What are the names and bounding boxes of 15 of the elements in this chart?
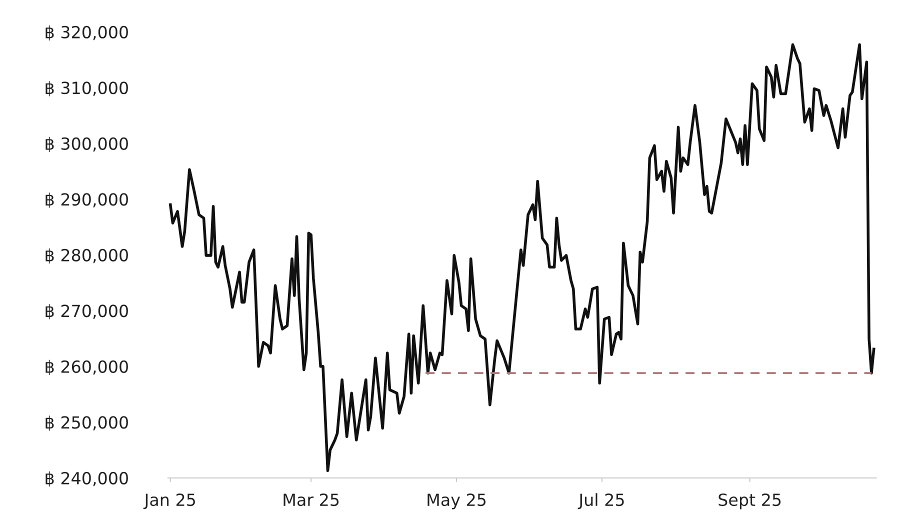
line-series (168, 43, 876, 472)
x-tick-label: Jul 25 (578, 493, 624, 510)
y-tick-label: ฿ 250,000 (46, 416, 128, 431)
x-tick-label: Sept 25 (718, 493, 781, 510)
x-tick-label: Mar 25 (284, 493, 339, 506)
y-tick-label: ฿ 270,000 (46, 304, 128, 320)
y-tick-label: ฿ 300,000 (46, 136, 128, 152)
y-tick-label: ฿ 260,000 (46, 360, 128, 376)
y-tick-label: ฿ 320,000 (46, 25, 128, 40)
x-tick-label: May 25 (428, 493, 486, 510)
y-tick-label: ฿ 310,000 (46, 81, 128, 96)
y-tick-label: ฿ 240,000 (46, 471, 128, 487)
y-tick-label: ฿ 280,000 (46, 248, 128, 264)
x-tick-label: Jan 25 (143, 493, 196, 510)
y-tick-label: ฿ 290,000 (46, 192, 128, 208)
